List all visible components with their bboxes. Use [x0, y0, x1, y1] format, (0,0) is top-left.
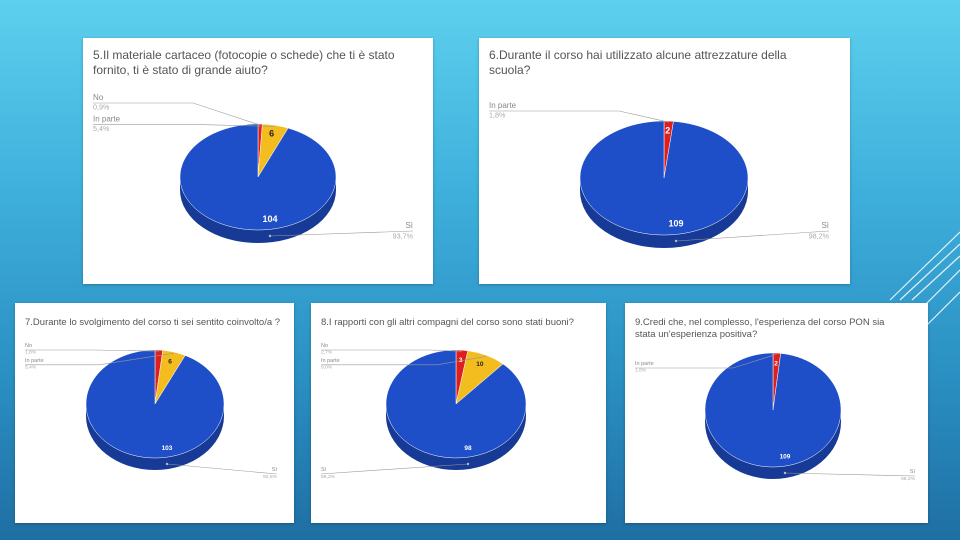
slice-name-label: No	[25, 343, 32, 349]
callout-dot	[466, 462, 470, 466]
slice-value-label: 6	[269, 129, 274, 139]
chart-card-q8: 8.I rapporti con gli altri compagni del …	[311, 303, 606, 523]
chart-title: 9.Credi che, nel complesso, l'esperienza…	[635, 317, 885, 340]
slice-name-label: In parte	[635, 361, 654, 367]
slice-percent-label: 93,7%	[393, 231, 414, 240]
slice-name-label: In parte	[93, 115, 121, 124]
callout-line	[269, 230, 414, 237]
pie-slice-si	[385, 349, 527, 459]
chart-card-q7: 7.Durante lo svolgimento del corso ti se…	[15, 303, 294, 523]
callout-line	[784, 472, 916, 477]
callout-dot	[165, 462, 169, 466]
callout-line	[675, 230, 830, 242]
callout-dot	[783, 471, 787, 475]
slice-name-label: No	[321, 343, 328, 349]
chart-title: 5.Il materiale cartaceo (fotocopie o sch…	[93, 48, 395, 77]
callout-dot	[268, 234, 272, 238]
slice-value-label: 6	[168, 359, 172, 366]
slice-percent-label: 1,8%	[489, 111, 506, 120]
slice-value-label: 10	[476, 361, 484, 368]
slice-percent-label: 9,0%	[321, 364, 333, 370]
slice-name-label: Sì	[321, 467, 327, 473]
slice-percent-label: 0,9%	[93, 103, 110, 112]
chart-title: 6.Durante il corso hai utilizzato alcune…	[489, 48, 787, 77]
pie-slice-si	[85, 349, 225, 459]
callout-line	[25, 349, 159, 352]
slice-value-label: 2	[774, 361, 778, 368]
slice-name-label: In parte	[25, 358, 44, 364]
slice-percent-label: 5,4%	[93, 124, 110, 133]
callout-line	[489, 110, 669, 123]
chart-card-q9: 9.Credi che, nel complesso, l'esperienza…	[625, 303, 928, 523]
slice-name-label: Sì	[405, 221, 413, 230]
slice-name-label: No	[93, 93, 104, 102]
slice-value-label: 109	[780, 453, 791, 460]
chart-title: 8.I rapporti con gli altri compagni del …	[321, 317, 574, 328]
slice-value-label: 109	[668, 218, 683, 228]
slice-name-label: Sì	[272, 467, 278, 473]
callout-line	[321, 349, 462, 352]
pie-slice-si	[704, 352, 842, 468]
pie-slice-si	[579, 120, 749, 236]
chart-card-q6: 6.Durante il corso hai utilizzato alcune…	[479, 38, 850, 284]
slice-percent-label: 98,2%	[809, 231, 830, 240]
callout-line	[25, 352, 174, 366]
callout-line	[635, 353, 777, 369]
slice-percent-label: 2,7%	[321, 350, 333, 356]
slice-value-label: 103	[162, 445, 173, 452]
slice-percent-label: 92,8%	[263, 474, 278, 480]
pie-slice-si	[179, 123, 337, 231]
slice-name-label: Sì	[910, 469, 916, 475]
slice-value-label: 104	[262, 214, 277, 224]
slice-percent-label: 88,3%	[321, 474, 336, 480]
chart-card-q5: 5.Il materiale cartaceo (fotocopie o sch…	[83, 38, 433, 284]
slice-name-label: In parte	[489, 101, 517, 110]
slice-name-label: In parte	[321, 358, 340, 364]
callout-dot	[674, 239, 678, 243]
callout-line	[93, 124, 276, 127]
slice-name-label: Sì	[821, 221, 829, 230]
slice-percent-label: 1,8%	[635, 368, 647, 374]
slice-percent-label: 1,8%	[25, 350, 37, 356]
slice-percent-label: 98,2%	[901, 476, 916, 482]
slice-percent-label: 5,4%	[25, 364, 37, 370]
callout-line	[321, 356, 487, 366]
chart-title: 7.Durante lo svolgimento del corso ti se…	[25, 317, 281, 328]
callout-line	[166, 463, 278, 475]
slice-value-label: 98	[464, 445, 472, 452]
callout-line	[320, 463, 469, 475]
callout-line	[93, 102, 261, 126]
slice-value-label: 2	[665, 126, 670, 136]
